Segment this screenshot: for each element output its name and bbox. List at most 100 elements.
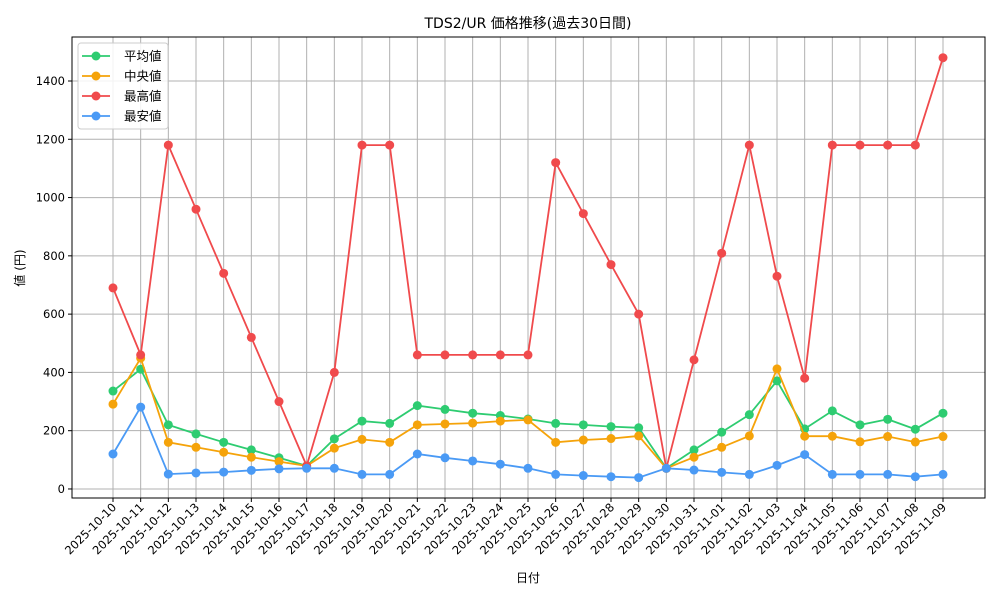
data-point: [883, 469, 893, 479]
data-point: [744, 140, 754, 150]
grid-lines: [72, 37, 985, 498]
y-tick-label: 600: [43, 307, 65, 321]
data-point: [191, 468, 201, 478]
data-point: [578, 471, 588, 481]
data-point: [578, 435, 588, 445]
legend-marker: [91, 91, 101, 101]
legend-label: 最高値: [124, 89, 162, 104]
data-point: [357, 469, 367, 479]
data-point: [440, 453, 450, 463]
data-point: [440, 404, 450, 414]
data-point: [744, 410, 754, 420]
y-tick-label: 200: [43, 424, 65, 438]
legend-marker: [91, 51, 101, 61]
data-point: [938, 469, 948, 479]
x-axis-ticks: 2025-10-102025-10-112025-10-122025-10-13…: [62, 498, 949, 557]
data-point: [302, 463, 312, 473]
data-point: [412, 350, 422, 360]
data-point: [634, 431, 644, 441]
chart-title: TDS2/UR 価格推移(過去30日間): [423, 16, 631, 32]
data-point: [938, 408, 948, 418]
data-point: [440, 350, 450, 360]
y-tick-label: 0: [58, 482, 65, 496]
y-tick-label: 1400: [36, 74, 65, 88]
x-axis-label: 日付: [516, 571, 540, 585]
data-point: [329, 463, 339, 473]
data-point: [661, 463, 671, 473]
data-point: [910, 437, 920, 447]
data-point: [827, 469, 837, 479]
legend-box: [77, 42, 169, 130]
data-point: [634, 473, 644, 483]
y-axis-ticks: 0 200 400 600 800 1000 1200 1400: [36, 74, 72, 496]
data-point: [883, 414, 893, 424]
data-point: [689, 452, 699, 462]
data-point: [163, 420, 173, 430]
data-point: [551, 418, 561, 428]
data-point: [800, 450, 810, 460]
data-point: [717, 427, 727, 437]
legend-label: 平均値: [124, 49, 162, 64]
data-point: [772, 364, 782, 374]
data-point: [385, 140, 395, 150]
data-point: [440, 419, 450, 429]
data-point: [495, 416, 505, 426]
data-point: [689, 445, 699, 455]
data-point: [219, 467, 229, 477]
data-point: [357, 434, 367, 444]
data-point: [274, 397, 284, 407]
data-point: [468, 418, 478, 428]
series-3: [108, 402, 948, 483]
data-point: [689, 355, 699, 365]
data-point: [495, 459, 505, 469]
data-point: [163, 469, 173, 479]
data-point: [855, 469, 865, 479]
legend-marker: [91, 111, 101, 121]
data-point: [329, 434, 339, 444]
data-point: [108, 399, 118, 409]
data-point: [246, 445, 256, 455]
data-point: [412, 449, 422, 459]
data-point: [578, 420, 588, 430]
data-point: [163, 140, 173, 150]
y-axis-label: 値 (円): [12, 249, 27, 286]
data-point: [717, 248, 727, 258]
data-point: [910, 472, 920, 482]
data-point: [219, 268, 229, 278]
data-point: [744, 431, 754, 441]
data-point: [274, 464, 284, 474]
data-point: [136, 402, 146, 412]
data-point: [855, 140, 865, 150]
legend-marker: [91, 71, 101, 81]
data-point: [385, 469, 395, 479]
data-point: [468, 456, 478, 466]
data-point: [772, 271, 782, 281]
data-point: [634, 423, 644, 433]
data-point: [827, 406, 837, 416]
data-point: [800, 373, 810, 383]
data-point: [191, 204, 201, 214]
data-point: [523, 463, 533, 473]
series-1: [108, 353, 948, 473]
data-point: [910, 424, 920, 434]
data-point: [385, 437, 395, 447]
data-point: [606, 472, 616, 482]
data-point: [163, 437, 173, 447]
data-point: [108, 449, 118, 459]
data-point: [827, 431, 837, 441]
data-point: [551, 158, 561, 168]
data-point: [136, 350, 146, 360]
series-2: [108, 53, 948, 473]
data-point: [772, 376, 782, 386]
data-point: [883, 432, 893, 442]
data-point: [246, 452, 256, 462]
data-point: [357, 416, 367, 426]
data-point: [606, 434, 616, 444]
data-point: [855, 437, 865, 447]
data-point: [357, 140, 367, 150]
data-point: [329, 443, 339, 453]
legend-label: 最安値: [124, 109, 162, 124]
data-point: [246, 465, 256, 475]
y-tick-label: 800: [43, 249, 65, 263]
